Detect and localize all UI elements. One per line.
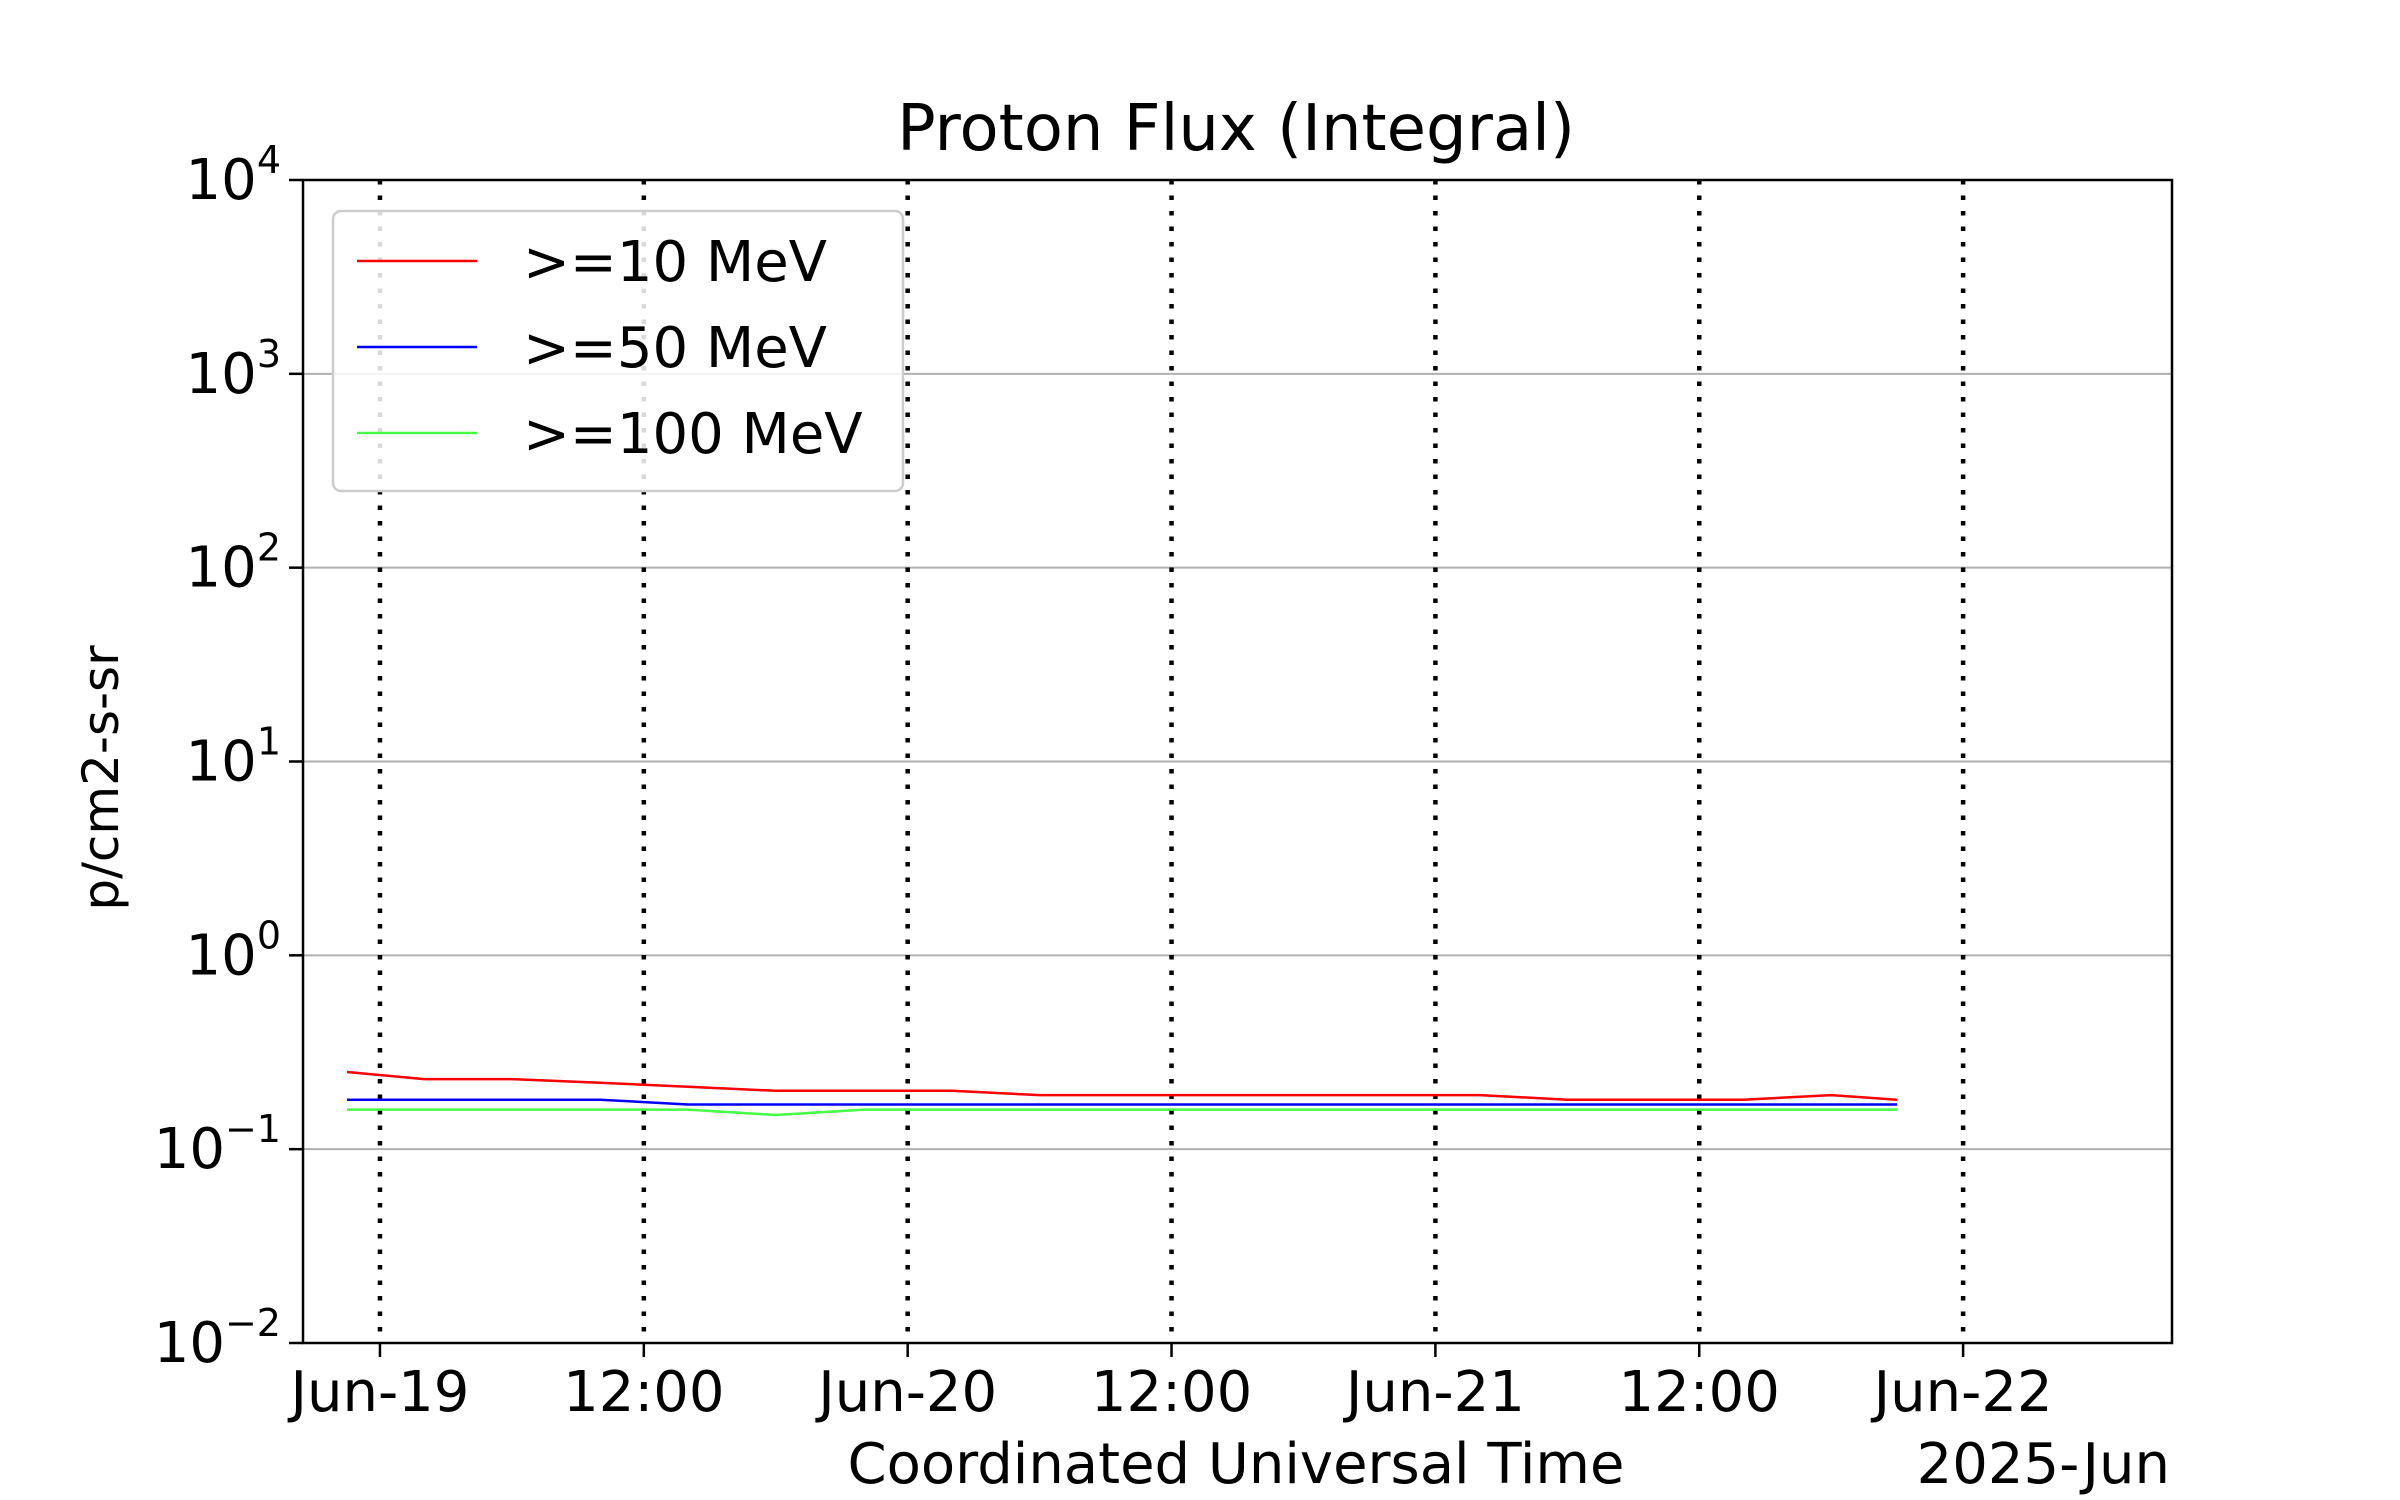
x-tick-label: Jun-21 — [1343, 1360, 1525, 1425]
y-tick-base: 10 — [186, 730, 257, 795]
y-tick-label: 10−2 — [154, 1301, 281, 1376]
legend-label: >=10 MeV — [523, 230, 827, 295]
date-corner-label: 2025-Jun — [1917, 1432, 2170, 1497]
x-axis-label: Coordinated Universal Time — [848, 1432, 1625, 1497]
x-tick-label: 12:00 — [1619, 1360, 1780, 1425]
y-axis-label: p/cm2-s-sr — [72, 645, 130, 911]
x-tick-label: 12:00 — [1091, 1360, 1252, 1425]
legend-label: >=100 MeV — [523, 402, 863, 467]
plot-area — [346, 1070, 1898, 1117]
legend: >=10 MeV >=50 MeV >=100 MeV — [331, 209, 905, 493]
y-tick-base: 10 — [186, 923, 257, 988]
y-tick-base: 10 — [154, 1117, 225, 1182]
x-tick-label: Jun-19 — [287, 1360, 469, 1425]
series-line-2 — [347, 1108, 1898, 1117]
series-line-0 — [346, 1070, 1898, 1101]
x-tick-label: Jun-22 — [1871, 1360, 2053, 1425]
chart-title: Proton Flux (Integral) — [897, 92, 1575, 166]
y-tick-exponent: 3 — [257, 332, 281, 376]
series-line-1 — [347, 1098, 1898, 1106]
y-tick-label: 100 — [186, 913, 281, 988]
y-tick-exponent: 4 — [257, 138, 281, 182]
x-tick-label: Jun-20 — [815, 1360, 997, 1425]
y-tick-exponent: −1 — [225, 1107, 281, 1151]
y-tick-label: 104 — [186, 138, 281, 213]
y-tick-label: 10−1 — [154, 1107, 281, 1182]
y-tick-exponent: 0 — [257, 913, 281, 957]
y-tick-exponent: 2 — [257, 526, 281, 570]
x-tick-label: 12:00 — [563, 1360, 724, 1425]
y-tick-exponent: −2 — [225, 1301, 281, 1345]
y-tick-label: 101 — [186, 720, 281, 795]
y-tick-exponent: 1 — [257, 720, 281, 764]
y-tick-label: 102 — [186, 526, 281, 601]
y-tick-label: 103 — [186, 332, 281, 407]
y-tick-base: 10 — [154, 1311, 225, 1376]
y-tick-base: 10 — [186, 148, 257, 213]
y-tick-base: 10 — [186, 536, 257, 601]
y-tick-base: 10 — [186, 342, 257, 407]
legend-label: >=50 MeV — [523, 316, 827, 381]
legend-box — [331, 209, 905, 493]
